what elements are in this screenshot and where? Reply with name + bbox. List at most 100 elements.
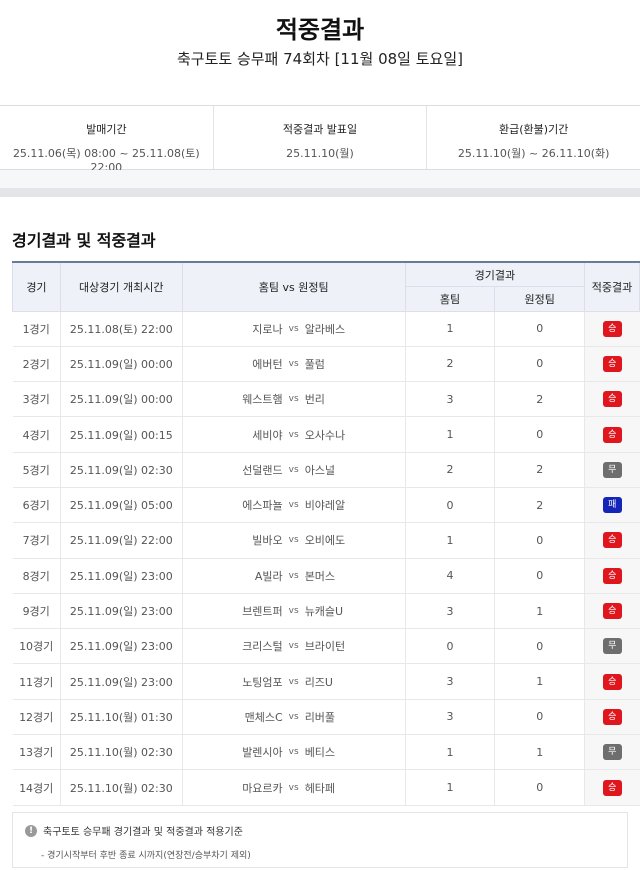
home-team: 크리스털	[242, 640, 283, 654]
exclamation-circle-icon: !	[25, 824, 37, 837]
away-team: 아스널	[304, 463, 336, 477]
hit-cell: 승	[584, 346, 640, 383]
vs-label: vs	[288, 394, 299, 405]
divider	[0, 188, 640, 197]
away-team: 본머스	[304, 569, 336, 583]
away-team: 헤타페	[304, 781, 336, 795]
home-team: 세비야	[252, 428, 283, 442]
table-row: 13경기 25.11.10(월) 02:30 발렌시아 vs 베티스 1 1 무	[12, 734, 640, 771]
teams-cell: 지로나 vs 알라베스	[182, 311, 406, 347]
hit-cell: 승	[584, 593, 640, 630]
info-label: 적중결과 발표일	[282, 123, 358, 136]
away-team: 리버풀	[304, 710, 336, 724]
hit-cell: 승	[584, 311, 640, 347]
match-time: 25.11.09(일) 00:00	[60, 346, 183, 383]
match-time: 25.11.09(일) 22:00	[60, 522, 183, 559]
home-team: A빌라	[254, 569, 283, 583]
away-team: 오사수나	[304, 428, 346, 442]
hit-cell: 승	[584, 381, 640, 418]
teams-cell: 브렌트퍼 vs 뉴캐슬U	[182, 593, 406, 630]
criteria-note: ! 축구토토 승무패 경기결과 및 적중결과 적용기준 - 경기시작부터 후반 종…	[12, 812, 628, 868]
note-detail: - 경기시작부터 후반 종료 시까지(연장전/승부차기 제외)	[41, 851, 251, 861]
note-title: 축구토토 승무패 경기결과 및 적중결과 적용기준	[43, 827, 243, 838]
home-score: 0	[405, 628, 496, 665]
home-score: 1	[405, 416, 496, 453]
home-team: 노팅엄포	[242, 675, 283, 689]
header-teams: 홈팀 vs 원정팀	[181, 261, 406, 312]
table-row: 5경기 25.11.09(일) 02:30 선덜랜드 vs 아스널 2 2 무	[12, 452, 640, 488]
hit-cell: 무	[584, 452, 640, 488]
match-time: 25.11.09(일) 23:00	[60, 558, 183, 594]
home-team: 맨체스C	[244, 710, 283, 724]
vs-label: vs	[288, 464, 299, 475]
away-team: 알라베스	[304, 322, 346, 336]
page-subtitle: 축구토토 승무패 74회차 [11월 08일 토요일]	[176, 50, 463, 68]
away-team: 리즈U	[304, 675, 333, 689]
result-badge: 무	[602, 638, 622, 655]
hit-cell: 승	[584, 558, 640, 594]
away-score: 1	[494, 663, 586, 700]
away-score: 0	[494, 699, 586, 736]
home-score: 0	[405, 487, 496, 524]
away-score: 2	[494, 381, 586, 418]
match-time: 25.11.08(토) 22:00	[60, 311, 183, 347]
info-value: 25.11.10(월) ~ 26.11.10(화)	[457, 147, 610, 160]
home-team: 에스파뇰	[242, 499, 283, 513]
game-number: 14경기	[12, 769, 61, 806]
vs-label: vs	[288, 606, 299, 617]
result-badge: 무	[602, 461, 622, 478]
header-game: 경기	[12, 261, 61, 312]
table-row: 14경기 25.11.10(월) 02:30 마요르카 vs 헤타페 1 0 승	[12, 769, 640, 806]
away-score: 0	[494, 311, 586, 347]
teams-cell: 빌바오 vs 오비에도	[182, 522, 406, 559]
hit-cell: 승	[584, 699, 640, 736]
home-score: 2	[405, 452, 496, 488]
game-number: 10경기	[12, 628, 61, 665]
teams-cell: 웨스트햄 vs 번리	[182, 381, 406, 418]
match-time: 25.11.09(일) 23:00	[60, 663, 183, 700]
header-time: 대상경기 개최시간	[59, 261, 183, 312]
result-badge: 승	[602, 355, 622, 372]
away-score: 2	[494, 452, 586, 488]
result-badge: 승	[602, 603, 622, 620]
game-number: 7경기	[12, 522, 61, 559]
away-team: 베티스	[304, 746, 336, 760]
hit-cell: 무	[584, 628, 640, 665]
home-team: 지로나	[252, 322, 283, 336]
header-hit: 적중결과	[584, 261, 640, 312]
home-score: 1	[405, 522, 496, 559]
result-badge: 무	[602, 744, 622, 761]
header-away: 원정팀	[494, 286, 586, 312]
teams-cell: 크리스털 vs 브라이턴	[182, 628, 406, 665]
away-score: 0	[494, 769, 586, 806]
home-team: 빌바오	[252, 534, 283, 548]
table-row: 11경기 25.11.09(일) 23:00 노팅엄포 vs 리즈U 3 1 승	[12, 663, 640, 700]
match-time: 25.11.09(일) 02:30	[60, 452, 183, 488]
away-score: 2	[494, 487, 586, 524]
home-team: 에버턴	[252, 357, 283, 371]
vs-label: vs	[288, 500, 299, 511]
match-time: 25.11.10(월) 01:30	[60, 699, 183, 736]
game-number: 1경기	[12, 311, 61, 347]
table-row: 12경기 25.11.10(월) 01:30 맨체스C vs 리버풀 3 0 승	[12, 699, 640, 736]
vs-label: vs	[288, 323, 299, 334]
game-number: 2경기	[12, 346, 61, 383]
table-row: 1경기 25.11.08(토) 22:00 지로나 vs 알라베스 1 0 승	[12, 311, 640, 347]
away-team: 뉴캐슬U	[304, 605, 344, 619]
away-team: 오비에도	[304, 534, 346, 548]
info-label: 발매기간	[86, 123, 127, 136]
away-team: 브라이턴	[304, 640, 346, 654]
away-score: 1	[494, 734, 586, 771]
home-team: 마요르카	[242, 781, 283, 795]
away-score: 0	[494, 416, 586, 453]
page-title: 적중결과	[275, 16, 365, 44]
game-number: 4경기	[12, 416, 61, 453]
away-score: 1	[494, 593, 586, 630]
away-team: 비야레알	[304, 499, 346, 513]
teams-cell: 발렌시아 vs 베티스	[182, 734, 406, 771]
away-score: 0	[494, 558, 586, 594]
announce-date: 적중결과 발표일 25.11.10(월)	[214, 106, 428, 169]
game-number: 11경기	[12, 663, 61, 700]
table-row: 8경기 25.11.09(일) 23:00 A빌라 vs 본머스 4 0 승	[12, 558, 640, 594]
home-team: 웨스트햄	[242, 393, 283, 407]
